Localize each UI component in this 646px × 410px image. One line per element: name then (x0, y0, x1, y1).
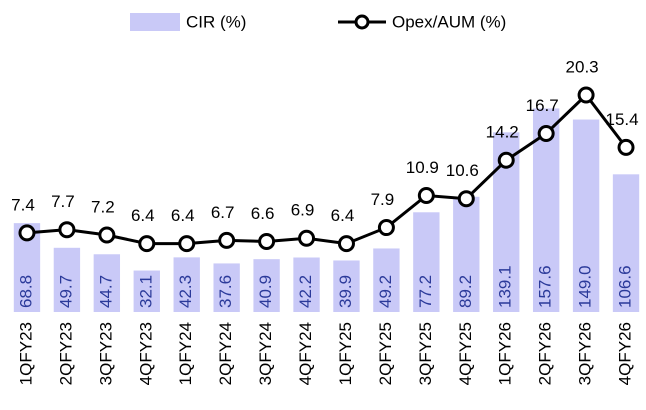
x-tick-label: 3QFY25 (416, 322, 435, 385)
line-value-label: 10.6 (446, 161, 479, 180)
bar-value-label: 37.6 (216, 275, 235, 308)
bar (373, 248, 400, 312)
legend-marker (354, 14, 370, 30)
line-value-label: 6.4 (131, 206, 155, 225)
line-marker (577, 86, 595, 104)
line-marker (298, 229, 316, 247)
bar (612, 174, 640, 312)
bar-value-label: 77.2 (416, 275, 435, 308)
x-tick-label: 3QFY24 (256, 322, 275, 385)
bar (293, 257, 320, 312)
x-tick-label: 4QFY26 (616, 322, 635, 385)
bar-value-label: 139.1 (496, 265, 515, 308)
bar (213, 263, 240, 312)
line-marker (497, 151, 515, 169)
line-marker (18, 224, 36, 242)
bar-value-label: 106.6 (616, 265, 635, 308)
line-value-label: 7.7 (51, 192, 75, 211)
x-tick-label: 1QFY23 (16, 322, 35, 385)
line-marker (138, 235, 156, 253)
line-value-label: 6.9 (291, 201, 315, 220)
bar (333, 260, 360, 312)
line-value-label: 6.7 (211, 203, 235, 222)
bar (413, 212, 440, 312)
line-value-label: 6.4 (171, 206, 195, 225)
bar (532, 108, 560, 312)
bar-value-label: 89.2 (456, 275, 475, 308)
x-tick-label: 2QFY26 (536, 322, 555, 385)
bar-value-label: 44.7 (96, 275, 115, 308)
x-tick-label: 3QFY26 (576, 322, 595, 385)
bar (173, 257, 200, 312)
x-tick-label: 4QFY23 (136, 322, 155, 385)
bar-value-label: 42.2 (296, 275, 315, 308)
line-marker (457, 190, 475, 208)
bar-value-label: 68.8 (16, 275, 35, 308)
line-marker (218, 231, 236, 249)
line-marker (98, 226, 116, 244)
line-value-label: 7.2 (91, 198, 115, 217)
bar-value-label: 39.9 (336, 275, 355, 308)
line-value-label: 6.4 (331, 206, 355, 225)
line-value-label: 10.9 (406, 158, 439, 177)
line-marker (58, 221, 76, 239)
line-marker (178, 235, 196, 253)
bar-value-label: 49.2 (376, 275, 395, 308)
legend-label: CIR (%) (186, 12, 246, 31)
bar (93, 254, 121, 312)
line-value-label: 14.2 (486, 123, 519, 142)
bar (133, 270, 160, 312)
line-value-label: 20.3 (566, 57, 599, 76)
line-value-label: 15.4 (605, 110, 638, 129)
bar-value-label: 40.9 (256, 275, 275, 308)
x-tick-label: 2QFY24 (216, 322, 235, 385)
line-value-label: 16.7 (526, 96, 559, 115)
bar-value-label: 42.3 (176, 275, 195, 308)
line-marker (258, 232, 276, 250)
line-marker (617, 138, 635, 156)
x-tick-label: 1QFY25 (336, 322, 355, 385)
bar-value-label: 32.1 (136, 275, 155, 308)
bar (253, 259, 280, 312)
line-value-label: 7.9 (371, 190, 395, 209)
line-value-label: 7.4 (11, 195, 35, 214)
x-tick-label: 1QFY26 (496, 322, 515, 385)
x-tick-label: 1QFY24 (176, 322, 195, 385)
line-marker (537, 124, 555, 142)
bar-value-label: 149.0 (576, 265, 595, 308)
legend-label: Opex/AUM (%) (392, 12, 506, 31)
line-marker (417, 186, 435, 204)
bar-value-label: 49.7 (56, 275, 75, 308)
line-marker (377, 219, 395, 237)
bar (53, 247, 81, 312)
x-tick-label: 4QFY24 (296, 322, 315, 385)
x-tick-label: 2QFY23 (56, 322, 75, 385)
line (26, 92, 628, 246)
x-tick-label: 2QFY25 (376, 322, 395, 385)
line-value-label: 6.6 (251, 204, 275, 223)
x-tick-label: 3QFY23 (96, 322, 115, 385)
bar (572, 119, 600, 313)
bar-value-label: 157.6 (536, 265, 555, 308)
legend-swatch (130, 13, 180, 31)
x-tick-label: 4QFY25 (456, 322, 475, 385)
bar (453, 196, 480, 312)
line-marker (337, 235, 355, 253)
